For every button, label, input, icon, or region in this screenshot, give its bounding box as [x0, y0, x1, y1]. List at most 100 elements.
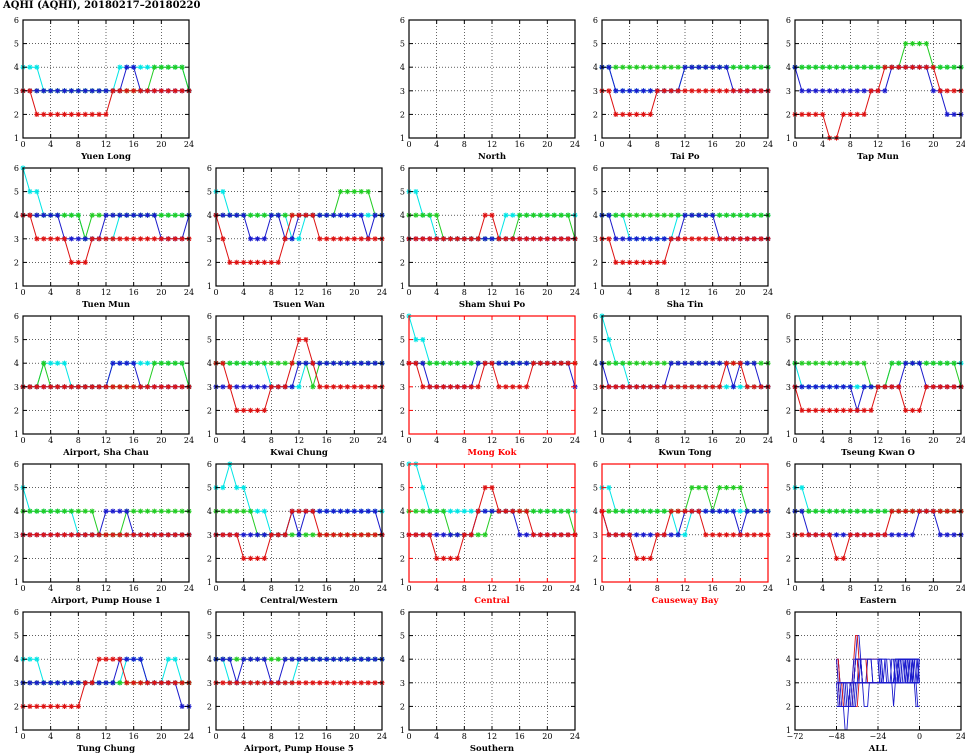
- data-point: [337, 360, 344, 366]
- y-tick-label: 1: [593, 430, 598, 439]
- x-tick-label: 0: [599, 140, 604, 149]
- data-point: [324, 680, 330, 686]
- data-point: [737, 384, 743, 390]
- x-tick-label: 0: [599, 288, 604, 297]
- data-point: [103, 236, 109, 242]
- data-point: [89, 88, 95, 94]
- data-point: [179, 212, 185, 218]
- data-point: [551, 532, 557, 538]
- data-point: [689, 236, 695, 242]
- data-point: [137, 360, 144, 366]
- y-tick-label: 3: [400, 531, 405, 540]
- data-point: [730, 485, 737, 491]
- data-point: [158, 212, 164, 218]
- data-point: [131, 212, 137, 218]
- series-line: [409, 214, 576, 240]
- y-tick-label: 3: [400, 87, 405, 96]
- series-line: [23, 658, 189, 684]
- data-point: [82, 88, 88, 94]
- data-point: [840, 555, 847, 561]
- y-tick-label: 2: [207, 702, 212, 711]
- y-tick-label: 5: [786, 632, 791, 641]
- x-tick-label: 4: [627, 288, 632, 297]
- data-point: [296, 236, 302, 242]
- data-point: [365, 508, 371, 514]
- data-point: [654, 532, 660, 538]
- y-tick-label: 4: [400, 359, 405, 368]
- data-point: [861, 64, 867, 70]
- data-point: [227, 360, 233, 366]
- data-point: [482, 236, 488, 242]
- y-tick-label: 5: [593, 188, 598, 197]
- y-tick-label: 6: [14, 16, 19, 25]
- data-point: [703, 360, 709, 366]
- data-point: [703, 384, 709, 390]
- data-point: [710, 88, 716, 94]
- data-point: [261, 407, 268, 413]
- y-tick-label: 1: [593, 578, 598, 587]
- data-point: [723, 64, 730, 70]
- data-point: [61, 88, 68, 94]
- panel-title: Airport, Pump House 5: [243, 744, 354, 754]
- x-tick-label: 4: [434, 732, 439, 741]
- y-tick-label: 5: [207, 336, 212, 345]
- data-point: [868, 88, 874, 94]
- data-point: [144, 680, 151, 686]
- data-point: [654, 88, 660, 94]
- series-line: [216, 362, 382, 388]
- data-point: [110, 532, 116, 538]
- data-point: [317, 532, 323, 538]
- data-point: [751, 212, 757, 218]
- x-tick-label: 16: [322, 732, 332, 741]
- y-tick-label: 2: [786, 554, 791, 563]
- x-tick-label: 20: [156, 140, 166, 149]
- data-point: [668, 64, 674, 70]
- x-tick-label: 4: [241, 584, 246, 593]
- data-point: [633, 555, 640, 561]
- data-point: [117, 680, 123, 686]
- x-tick-label: 8: [76, 732, 81, 741]
- y-tick-label: 3: [207, 531, 212, 540]
- x-tick-label: 8: [462, 732, 467, 741]
- data-point: [310, 680, 316, 686]
- data-point: [413, 212, 419, 218]
- data-point: [689, 212, 695, 218]
- x-tick-label: 0: [917, 732, 922, 741]
- series-red: [406, 485, 578, 561]
- data-point: [923, 360, 930, 366]
- data-point: [372, 508, 378, 514]
- data-point: [41, 236, 47, 242]
- panel-title: North: [478, 152, 506, 162]
- x-tick-label: 12: [101, 584, 111, 593]
- data-point: [427, 360, 433, 366]
- data-point: [434, 532, 440, 538]
- data-point: [34, 236, 40, 242]
- data-point: [909, 407, 916, 413]
- y-tick-label: 6: [207, 164, 212, 173]
- data-point: [537, 508, 544, 514]
- y-tick-label: 3: [786, 383, 791, 392]
- data-point: [254, 555, 261, 561]
- panel-title: Tung Chung: [77, 744, 135, 754]
- data-point: [813, 384, 819, 390]
- data-point: [68, 703, 75, 709]
- data-point: [234, 259, 240, 265]
- data-point: [158, 236, 164, 242]
- x-tick-label: 8: [848, 140, 853, 149]
- data-point: [696, 508, 702, 514]
- data-point: [179, 384, 185, 390]
- data-point: [413, 508, 419, 514]
- data-point: [510, 384, 516, 390]
- data-point: [654, 360, 660, 366]
- data-point: [440, 236, 447, 242]
- series-line: [216, 509, 383, 537]
- data-point: [633, 360, 640, 366]
- data-point: [923, 384, 930, 390]
- data-point: [640, 111, 647, 117]
- x-tick-label: 20: [542, 288, 552, 297]
- data-point: [930, 88, 936, 94]
- x-tick-label: 20: [349, 584, 359, 593]
- data-point: [710, 532, 716, 538]
